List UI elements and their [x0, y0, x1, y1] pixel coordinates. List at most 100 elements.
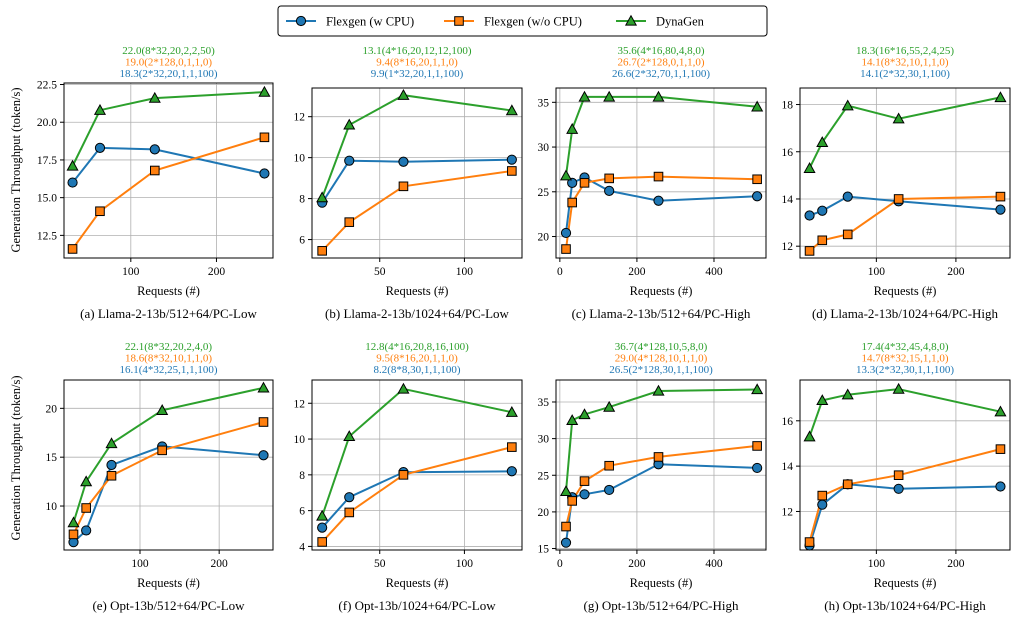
data-point — [559, 485, 573, 497]
data-point — [398, 181, 409, 192]
data-point — [578, 408, 591, 420]
legend-label: Flexgen (w CPU) — [326, 15, 414, 29]
x-tick-label: 200 — [211, 558, 229, 570]
data-point — [68, 529, 79, 540]
y-tick-label: 14 — [782, 461, 794, 473]
data-point — [105, 437, 118, 449]
data-point — [995, 191, 1006, 202]
data-point — [603, 90, 616, 102]
legend-label: DynaGen — [656, 15, 705, 29]
data-point — [817, 490, 828, 501]
x-tick-label: 100 — [868, 558, 886, 570]
y-tick-label: 8 — [299, 470, 305, 482]
x-tick-label: 100 — [868, 266, 886, 278]
data-point — [567, 177, 578, 188]
data-point — [893, 194, 904, 204]
y-tick-label: 16 — [782, 147, 794, 159]
x-tick-label: 400 — [705, 558, 723, 570]
y-tick-label: 16 — [782, 416, 794, 428]
data-point — [149, 165, 160, 176]
data-point — [258, 450, 269, 461]
chart-caption: (a) Llama-2-13b/512+64/PC-Low — [80, 306, 257, 321]
series-line — [565, 175, 758, 250]
annotation-text: 29.0(4*128,10,1,1,0) — [615, 353, 708, 365]
y-axis-label: Generation Throughput (token/s) — [9, 87, 23, 252]
chart-caption: (f) Opt-13b/1024+64/PC-Low — [338, 598, 496, 613]
x-tick-label: 200 — [947, 266, 965, 278]
y-tick-label: 35 — [538, 97, 550, 109]
y-axis-label: Generation Throughput (token/s) — [9, 375, 23, 540]
data-point — [344, 507, 355, 518]
data-point — [816, 394, 829, 406]
data-point — [816, 136, 829, 147]
data-point — [106, 470, 117, 481]
data-point — [842, 479, 853, 490]
data-point — [258, 85, 271, 97]
data-point — [560, 227, 572, 239]
annotation-text: 13.1(4*16,20,12,12,100) — [362, 45, 471, 57]
annotation-text: 13.3(2*32,30,1,1,100) — [856, 364, 954, 376]
series-line — [321, 94, 512, 198]
y-tick-label: 25 — [538, 187, 550, 199]
axes-frame — [555, 87, 767, 259]
data-point — [603, 400, 616, 412]
y-tick-label: 8 — [299, 194, 305, 206]
data-point — [803, 162, 816, 173]
y-tick-label: 15.0 — [37, 193, 57, 205]
data-point — [567, 197, 577, 208]
y-tick-label: 20.0 — [37, 117, 57, 129]
annotation-text: 18.3(2*32,20,1,1,100) — [119, 68, 217, 80]
annotation-text: 12.8(4*16,20,8,16,100) — [365, 341, 469, 353]
chart-caption: (g) Opt-13b/512+64/PC-High — [583, 598, 739, 613]
axes-frame — [799, 379, 1011, 551]
y-tick-label: 30 — [538, 434, 550, 446]
data-point — [804, 537, 815, 547]
y-tick-label: 6 — [299, 235, 305, 247]
series-line — [72, 421, 264, 535]
series-line — [321, 170, 512, 252]
x-tick-label: 100 — [456, 266, 474, 278]
y-tick-label: 20 — [538, 507, 550, 519]
x-axis-label: Requests (#) — [137, 284, 200, 298]
data-point — [148, 91, 161, 103]
x-tick-label: 50 — [374, 266, 386, 278]
y-tick-label: 12 — [294, 112, 306, 124]
annotation-text: 26.7(2*128,0,1,1,0) — [617, 57, 704, 69]
legend-marker — [295, 15, 307, 27]
y-tick-label: 4 — [299, 541, 305, 553]
chart-panel: 50 100 6 8 10 12 Requests (#) (b) Llama-2-13b/1… — [294, 45, 523, 321]
y-tick-label: 6 — [299, 506, 305, 518]
chart-caption: (c) Llama-2-13b/512+64/PC-High — [572, 306, 751, 321]
data-point — [995, 444, 1006, 454]
data-point — [817, 499, 828, 510]
data-point — [94, 142, 106, 153]
series-line — [321, 158, 512, 204]
axes-frame — [311, 87, 523, 259]
data-point — [653, 195, 664, 206]
series-line — [565, 388, 758, 492]
data-point — [893, 470, 904, 480]
chart-caption: (h) Opt-13b/1024+64/PC-High — [824, 598, 986, 613]
data-point — [566, 414, 579, 425]
data-point — [893, 483, 904, 494]
x-tick-label: 200 — [947, 558, 965, 570]
x-tick-label: 100 — [122, 266, 140, 278]
chart-panel: 100 200 12.5 15.0 17.5 20.0 22.5 Requests (#) (a… — [37, 45, 274, 321]
data-point — [804, 246, 815, 256]
series-line — [808, 448, 1001, 543]
data-point — [804, 210, 815, 221]
x-axis-label: Requests (#) — [874, 284, 937, 298]
data-point — [505, 104, 518, 116]
chart-panel: 0 200 400 15 20 25 30 35 Requests (#) (g) Opt-13b… — [538, 341, 767, 613]
chart-panel: 50 100 4 6 8 10 12 Requests (#) (f) Opt-13b/1024… — [294, 341, 523, 613]
data-point — [752, 174, 762, 185]
data-point — [803, 430, 816, 442]
x-axis-label: Requests (#) — [137, 576, 200, 590]
data-point — [752, 441, 762, 451]
axes-frame — [63, 379, 274, 551]
data-point — [81, 503, 91, 513]
data-point — [566, 122, 579, 134]
data-point — [317, 246, 327, 256]
data-point — [559, 169, 573, 181]
data-point — [67, 516, 80, 528]
